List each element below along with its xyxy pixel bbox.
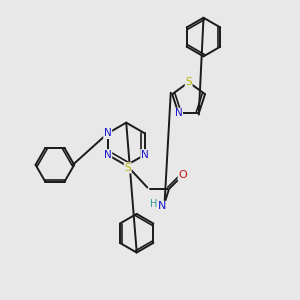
Text: N: N — [158, 202, 166, 212]
Text: N: N — [175, 108, 182, 118]
Text: O: O — [178, 170, 187, 180]
Text: N: N — [104, 150, 112, 160]
Text: N: N — [104, 128, 112, 138]
Text: H: H — [150, 199, 157, 209]
Text: S: S — [185, 77, 192, 87]
Text: N: N — [141, 150, 148, 160]
Text: S: S — [124, 163, 131, 173]
